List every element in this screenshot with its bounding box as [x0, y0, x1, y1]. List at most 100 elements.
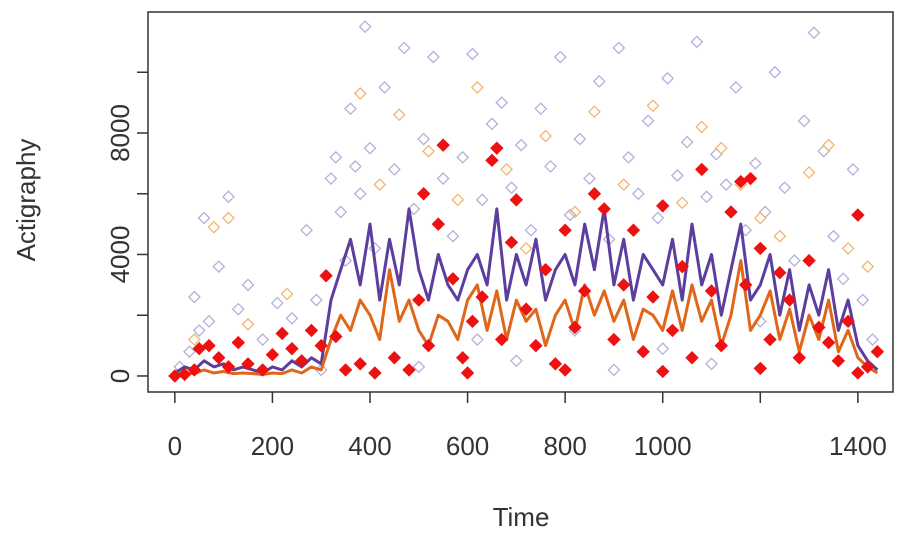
- data-point: [446, 272, 460, 286]
- data-point: [319, 269, 333, 283]
- data-point: [509, 193, 524, 207]
- data-point: [568, 320, 582, 335]
- y-axis-title: Actigraphy: [11, 139, 41, 262]
- data-point: [753, 211, 767, 225]
- data-point: [724, 205, 738, 219]
- data-point: [870, 344, 885, 359]
- data-point: [504, 235, 519, 250]
- data-point: [607, 363, 621, 377]
- data-point: [773, 229, 787, 243]
- data-point: [616, 278, 631, 292]
- data-point: [412, 293, 426, 307]
- data-point: [358, 20, 372, 34]
- data-point: [822, 138, 836, 152]
- data-point: [177, 367, 192, 382]
- data-point: [539, 129, 553, 143]
- data-point: [563, 208, 577, 222]
- data-point: [192, 324, 206, 337]
- data-point: [841, 241, 855, 255]
- data-point: [426, 50, 440, 64]
- data-point: [451, 193, 465, 207]
- data-point: [753, 361, 768, 376]
- data-point: [743, 171, 758, 186]
- data-point: [466, 47, 479, 61]
- data-point: [300, 223, 313, 237]
- data-point: [548, 357, 563, 371]
- data-point: [222, 190, 235, 204]
- data-line: [174, 207, 879, 375]
- data-point: [222, 211, 235, 225]
- data-point: [241, 357, 255, 371]
- data-point: [807, 26, 821, 40]
- x-tick-label: 200: [251, 431, 294, 461]
- data-point: [821, 335, 836, 350]
- data-point: [631, 187, 645, 201]
- data-point: [573, 132, 587, 146]
- data-point: [797, 114, 811, 128]
- data-line: [174, 259, 879, 376]
- data-point: [397, 41, 411, 55]
- data-point: [256, 333, 270, 346]
- data-point: [773, 266, 787, 280]
- data-point: [417, 132, 431, 146]
- data-point: [700, 190, 714, 204]
- data-point: [538, 262, 553, 277]
- data-point: [285, 311, 299, 325]
- data-point: [275, 326, 289, 341]
- data-point: [661, 71, 675, 85]
- data-point: [524, 223, 538, 237]
- data-point: [509, 354, 523, 368]
- data-point: [827, 229, 840, 243]
- y-tick-label: 8000: [105, 104, 135, 162]
- data-point: [324, 172, 338, 185]
- data-point: [285, 341, 299, 356]
- data-point: [363, 141, 377, 155]
- data-point: [690, 35, 704, 49]
- data-point: [788, 254, 801, 267]
- x-tick-label: 800: [543, 431, 586, 461]
- plot-frame: [147, 11, 894, 393]
- y-tick-label: 4000: [105, 226, 135, 284]
- data-point: [187, 363, 202, 377]
- data-point: [338, 363, 353, 377]
- data-point: [587, 187, 602, 201]
- data-point: [768, 65, 782, 79]
- data-point: [495, 96, 509, 110]
- data-point: [607, 332, 621, 347]
- data-point: [836, 272, 850, 286]
- data-point: [568, 205, 582, 219]
- data-point: [353, 187, 367, 201]
- data-point: [460, 366, 475, 380]
- data-point: [329, 150, 343, 164]
- data-point: [792, 351, 807, 365]
- data-point: [475, 290, 489, 304]
- data-point: [485, 153, 499, 168]
- data-point: [378, 81, 392, 94]
- data-point: [344, 102, 357, 116]
- data-point: [212, 351, 226, 365]
- data-point: [231, 335, 245, 350]
- data-point: [695, 120, 709, 134]
- data-point: [465, 314, 480, 329]
- data-point: [670, 169, 684, 182]
- data-point: [846, 163, 860, 176]
- data-point: [436, 172, 450, 185]
- data-point: [597, 202, 611, 216]
- data-point: [856, 293, 870, 307]
- data-point: [851, 208, 865, 222]
- data-point: [860, 360, 875, 374]
- data-point: [646, 290, 660, 304]
- data-point: [470, 81, 484, 94]
- data-point: [187, 333, 201, 346]
- x-tick-label: 1000: [634, 431, 692, 461]
- data-point: [436, 138, 450, 152]
- data-point: [626, 223, 641, 237]
- data-point: [416, 187, 431, 201]
- data-point: [241, 317, 255, 331]
- data-point: [558, 223, 572, 237]
- data-point: [412, 360, 426, 374]
- data-point: [675, 196, 689, 210]
- data-point: [636, 344, 650, 359]
